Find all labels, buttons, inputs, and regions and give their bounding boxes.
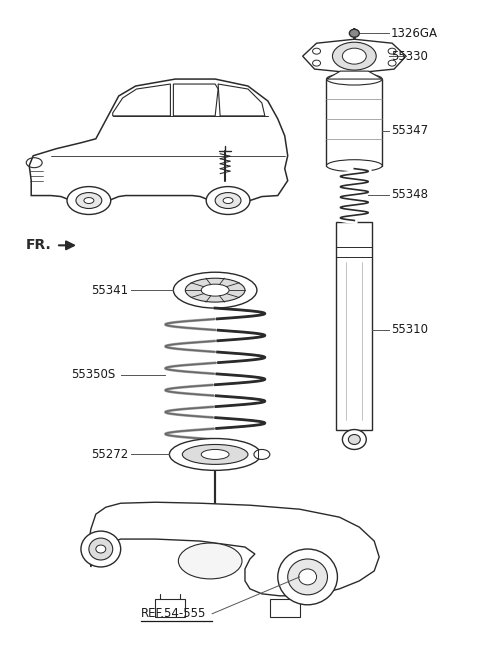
Ellipse shape — [223, 197, 233, 204]
Ellipse shape — [206, 186, 250, 214]
Ellipse shape — [388, 60, 396, 66]
Bar — [336, 223, 372, 430]
Text: 55347: 55347 — [391, 124, 428, 137]
Ellipse shape — [288, 559, 327, 595]
Ellipse shape — [312, 60, 321, 66]
Ellipse shape — [173, 272, 257, 308]
Ellipse shape — [349, 29, 360, 38]
Ellipse shape — [76, 193, 102, 208]
Ellipse shape — [312, 48, 321, 54]
Text: REF.54-555: REF.54-555 — [141, 608, 206, 620]
Ellipse shape — [348, 435, 360, 444]
Ellipse shape — [67, 186, 111, 214]
Text: 1326GA: 1326GA — [391, 27, 438, 39]
Ellipse shape — [254, 450, 270, 459]
Ellipse shape — [185, 278, 245, 302]
Polygon shape — [89, 502, 379, 596]
Ellipse shape — [278, 549, 337, 605]
Polygon shape — [326, 71, 382, 79]
Ellipse shape — [215, 193, 241, 208]
Ellipse shape — [333, 42, 376, 70]
Text: 55330: 55330 — [391, 50, 428, 63]
Text: 55272: 55272 — [91, 448, 128, 461]
Text: 55310: 55310 — [391, 324, 428, 336]
Ellipse shape — [81, 531, 120, 567]
Ellipse shape — [342, 48, 366, 64]
Text: FR.: FR. — [26, 238, 52, 252]
Ellipse shape — [388, 48, 396, 54]
Text: 55341: 55341 — [91, 283, 128, 296]
Polygon shape — [302, 39, 406, 73]
Bar — [326, 79, 382, 166]
Ellipse shape — [169, 439, 261, 470]
Ellipse shape — [89, 538, 113, 560]
Ellipse shape — [326, 160, 382, 171]
Ellipse shape — [182, 444, 248, 465]
Ellipse shape — [179, 543, 242, 579]
Ellipse shape — [201, 284, 229, 296]
Bar — [156, 599, 185, 617]
Ellipse shape — [96, 545, 106, 553]
Bar — [270, 599, 300, 617]
Ellipse shape — [326, 73, 382, 85]
Text: 55348: 55348 — [391, 188, 428, 201]
Ellipse shape — [201, 450, 229, 459]
Ellipse shape — [84, 197, 94, 204]
Ellipse shape — [299, 569, 316, 585]
Ellipse shape — [342, 430, 366, 450]
Text: 55350S: 55350S — [71, 368, 115, 381]
